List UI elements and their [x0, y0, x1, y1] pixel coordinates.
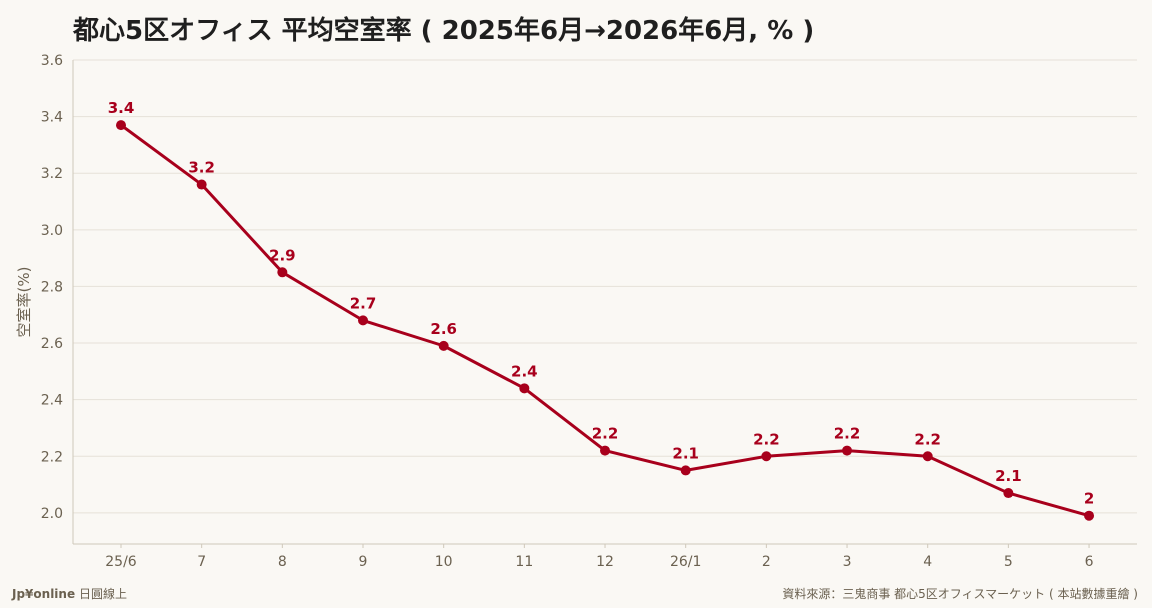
y-tick-label: 2.4: [41, 393, 63, 409]
axes: [72, 60, 1137, 545]
x-tick-label: 2: [762, 554, 771, 570]
y-tick-label: 2.2: [41, 449, 63, 465]
y-tick-label: 3.6: [41, 53, 63, 69]
y-tick-label: 2.0: [41, 506, 63, 522]
data-point: [600, 445, 611, 456]
brand-subtitle: 日圓線上: [78, 587, 127, 601]
data-label: 2.2: [914, 430, 941, 448]
data-point: [358, 315, 369, 326]
y-tick-label: 2.8: [41, 279, 63, 295]
data-label: 2.6: [430, 320, 457, 338]
data-label: 3.4: [108, 99, 135, 117]
x-tick-label: 26/1: [670, 554, 701, 570]
data-label: 2.2: [753, 430, 780, 448]
data-labels: 3.4 3.2 2.9 2.7 2.6 2.4 2.2 2.1 2.2 2.2 2.2 2.1 2: [108, 99, 1095, 508]
x-tick-label: 8: [278, 554, 287, 570]
chart-title: 都心5区オフィス 平均空室率 ( 2025年6月→2026年6月, % ): [73, 16, 815, 46]
grid-lines: [73, 59, 1137, 514]
data-label: 2.2: [834, 425, 861, 443]
y-tick-label: 3.0: [41, 223, 63, 239]
source-note: 資料來源：三鬼商事 都心5区オフィスマーケット ( 本站數據重繪 ): [782, 587, 1138, 601]
x-tick-label: 3: [843, 554, 852, 570]
data-point: [116, 120, 126, 131]
data-point: [519, 383, 530, 394]
data-point: [196, 179, 207, 190]
data-point: [277, 267, 288, 278]
data-label: 2: [1084, 490, 1094, 508]
data-point: [1003, 488, 1014, 499]
y-tick-label: 3.2: [41, 166, 63, 182]
x-tick-label: 4: [923, 554, 932, 570]
data-point: [761, 451, 772, 462]
x-tick-label: 7: [197, 554, 206, 570]
x-tick-label: 5: [1004, 554, 1013, 570]
y-tick-label: 3.4: [41, 110, 63, 126]
x-tick-label: 25/6: [105, 554, 137, 570]
data-point: [1084, 510, 1095, 521]
data-label: 2.9: [269, 246, 296, 264]
data-label: 2.1: [995, 467, 1022, 485]
data-label: 2.1: [672, 444, 699, 462]
data-label: 2.7: [350, 294, 377, 312]
series-line: [120, 123, 1090, 518]
data-point: [922, 451, 933, 462]
footer-brand: Jp¥online 日圓線上: [12, 585, 127, 602]
brand-name: Jp¥online: [12, 587, 76, 601]
x-tick-label: 12: [596, 554, 614, 570]
data-point: [438, 340, 449, 351]
x-tick-label: 11: [515, 554, 533, 570]
data-point: [842, 445, 853, 456]
data-label: 2.4: [511, 362, 538, 380]
series-line-path: [120, 123, 1090, 518]
x-ticks: 25/6 7 8 9 10 11 12 26/1 2 3 4 5 6: [105, 544, 1094, 570]
y-axis-label: 空室率(%): [15, 267, 33, 338]
x-tick-label: 6: [1085, 554, 1094, 570]
data-label: 3.2: [188, 159, 215, 177]
x-tick-label: 9: [359, 554, 368, 570]
y-ticks: 2.0 2.2 2.4 2.6 2.8 3.0 3.2 3.4 3.6: [41, 53, 63, 522]
data-points: [116, 120, 1095, 521]
y-tick-label: 2.6: [41, 336, 63, 352]
data-label: 2.2: [592, 425, 619, 443]
x-tick-label: 10: [435, 554, 453, 570]
data-point: [680, 465, 691, 476]
